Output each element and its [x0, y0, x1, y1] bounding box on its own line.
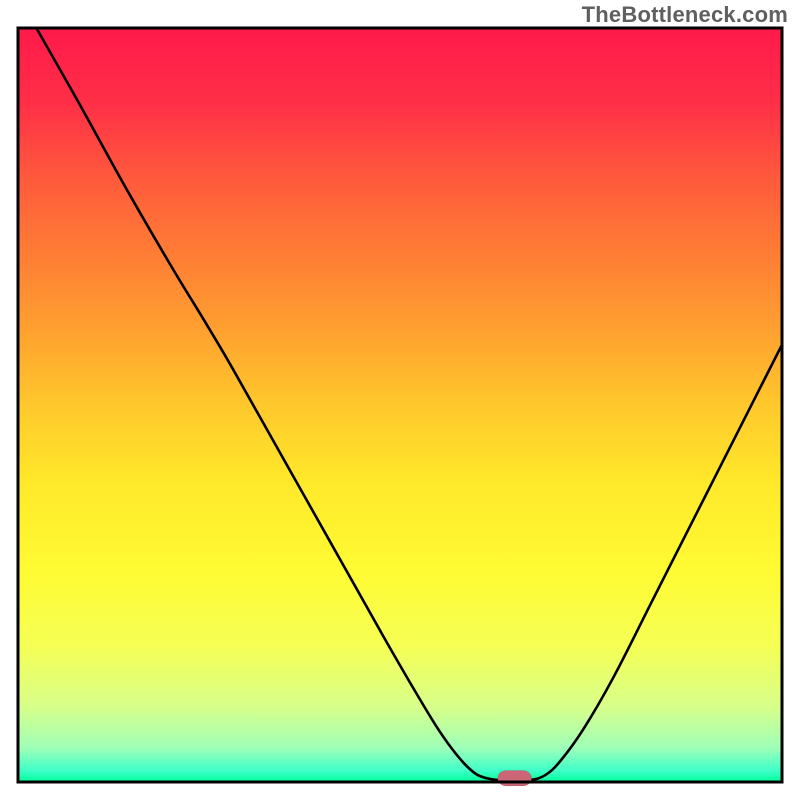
plot-background	[18, 28, 782, 782]
watermark-text: TheBottleneck.com	[582, 2, 788, 28]
chart-container: TheBottleneck.com	[0, 0, 800, 800]
optimum-marker	[498, 771, 532, 786]
bottleneck-chart	[0, 0, 800, 800]
